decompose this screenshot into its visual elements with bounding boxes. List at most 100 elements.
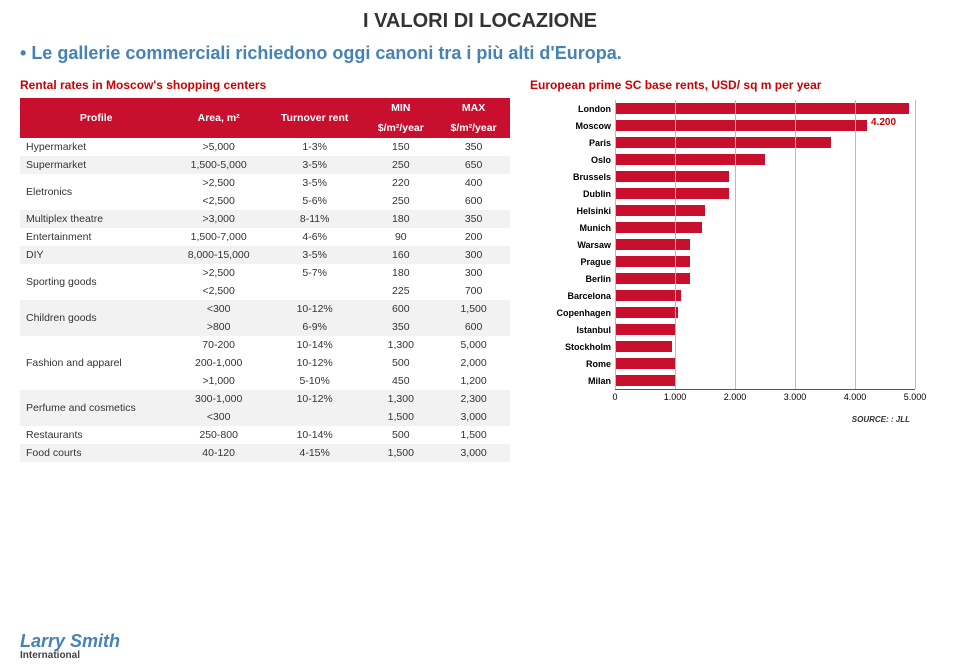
cell-min: 350: [364, 318, 437, 336]
chart-bar-cell: [615, 151, 940, 168]
chart-row: Barcelona: [530, 287, 940, 304]
cell-min: 160: [364, 246, 437, 264]
chart-city-label: Munich: [530, 223, 615, 233]
chart-bar-cell: [615, 202, 940, 219]
cell-min: 180: [364, 210, 437, 228]
cell-area: >1,000: [172, 372, 265, 390]
cell-turnover: 6-9%: [265, 318, 365, 336]
table-row: Multiplex theatre>3,0008-11%180350: [20, 210, 510, 228]
chart-bar-cell: [615, 168, 940, 185]
chart-row: Rome: [530, 355, 940, 372]
cell-turnover: 10-12%: [265, 300, 365, 318]
chart-bar-cell: 4.200: [615, 117, 940, 134]
cell-turnover: 5-6%: [265, 192, 365, 210]
chart-row: Berlin: [530, 270, 940, 287]
cell-max: 2,300: [437, 390, 510, 408]
chart-bar-cell: [615, 219, 940, 236]
cell-turnover: 3-5%: [265, 156, 365, 174]
table-caption: Rental rates in Moscow's shopping center…: [20, 78, 510, 92]
chart-bar-cell: [615, 338, 940, 355]
cell-area: <2,500: [172, 282, 265, 300]
chart-city-label: Milan: [530, 376, 615, 386]
chart-bar-cell: [615, 270, 940, 287]
chart-city-label: Rome: [530, 359, 615, 369]
cell-max: 300: [437, 264, 510, 282]
cell-area: >2,500: [172, 174, 265, 192]
page-title: I VALORI DI LOCAZIONE: [20, 10, 940, 33]
cell-area: <300: [172, 408, 265, 426]
cell-max: 700: [437, 282, 510, 300]
chart-bar: [615, 205, 705, 216]
chart-bar: [615, 188, 729, 199]
cell-area: 300-1,000: [172, 390, 265, 408]
cell-min: 450: [364, 372, 437, 390]
cell-min: 220: [364, 174, 437, 192]
cell-max: 3,000: [437, 408, 510, 426]
chart-city-label: Brussels: [530, 172, 615, 182]
cell-turnover: 10-12%: [265, 390, 365, 408]
chart-bar: [615, 256, 690, 267]
chart-bar: [615, 137, 831, 148]
chart-row: Munich: [530, 219, 940, 236]
chart-tick: 2.000: [724, 392, 747, 402]
subtitle-text: Le gallerie commerciali richiedono oggi …: [31, 43, 621, 63]
chart-city-label: Oslo: [530, 155, 615, 165]
chart-bar: [615, 273, 690, 284]
cell-min: 1,500: [364, 444, 437, 462]
chart-bar: [615, 290, 681, 301]
col-min-unit: $/m²/year: [364, 118, 437, 138]
cell-area: 70-200: [172, 336, 265, 354]
col-max: MAX: [437, 98, 510, 118]
cell-profile: Food courts: [20, 444, 172, 462]
cell-max: 600: [437, 318, 510, 336]
chart-row: Dublin: [530, 185, 940, 202]
cell-area: >2,500: [172, 264, 265, 282]
cell-area: 200-1,000: [172, 354, 265, 372]
cell-area: <2,500: [172, 192, 265, 210]
chart-city-label: Berlin: [530, 274, 615, 284]
cell-max: 3,000: [437, 444, 510, 462]
chart-row: Helsinki: [530, 202, 940, 219]
cell-min: 150: [364, 138, 437, 156]
cell-area: <300: [172, 300, 265, 318]
cell-profile: Sporting goods: [20, 264, 172, 300]
cell-turnover: 1-3%: [265, 138, 365, 156]
cell-profile: Multiplex theatre: [20, 210, 172, 228]
chart-bar: [615, 341, 672, 352]
cell-min: 180: [364, 264, 437, 282]
chart-city-label: Paris: [530, 138, 615, 148]
col-area: Area, m²: [172, 98, 265, 138]
chart-bar-cell: [615, 372, 940, 389]
cell-profile: Restaurants: [20, 426, 172, 444]
chart-row: Oslo: [530, 151, 940, 168]
cell-turnover: 3-5%: [265, 246, 365, 264]
chart-row: Stockholm: [530, 338, 940, 355]
table-row: Perfume and cosmetics300-1,00010-12%1,30…: [20, 390, 510, 408]
chart-row: Copenhagen: [530, 304, 940, 321]
chart-tick: 3.000: [784, 392, 807, 402]
chart-city-label: Barcelona: [530, 291, 615, 301]
cell-profile: Children goods: [20, 300, 172, 336]
chart-city-label: Istanbul: [530, 325, 615, 335]
logo-main: Larry Smith: [20, 631, 120, 652]
cell-profile: Supermarket: [20, 156, 172, 174]
chart-row: Warsaw: [530, 236, 940, 253]
chart-bar-cell: [615, 321, 940, 338]
cell-turnover: 3-5%: [265, 174, 365, 192]
chart-bar: [615, 222, 702, 233]
cell-turnover: 8-11%: [265, 210, 365, 228]
chart-value-label: 4.200: [871, 117, 896, 128]
chart-city-label: Stockholm: [530, 342, 615, 352]
cell-turnover: 10-12%: [265, 354, 365, 372]
cell-area: 1,500-5,000: [172, 156, 265, 174]
chart-bar: [615, 375, 675, 386]
cell-min: 250: [364, 192, 437, 210]
cell-area: >800: [172, 318, 265, 336]
cell-max: 200: [437, 228, 510, 246]
chart-tick: 4.000: [844, 392, 867, 402]
col-turnover: Turnover rent: [265, 98, 365, 138]
cell-turnover: [265, 408, 365, 426]
cell-profile: Entertainment: [20, 228, 172, 246]
eu-rents-chart: LondonMoscow4.200ParisOsloBrusselsDublin…: [530, 100, 940, 407]
table-row: Sporting goods>2,5005-7%180300: [20, 264, 510, 282]
